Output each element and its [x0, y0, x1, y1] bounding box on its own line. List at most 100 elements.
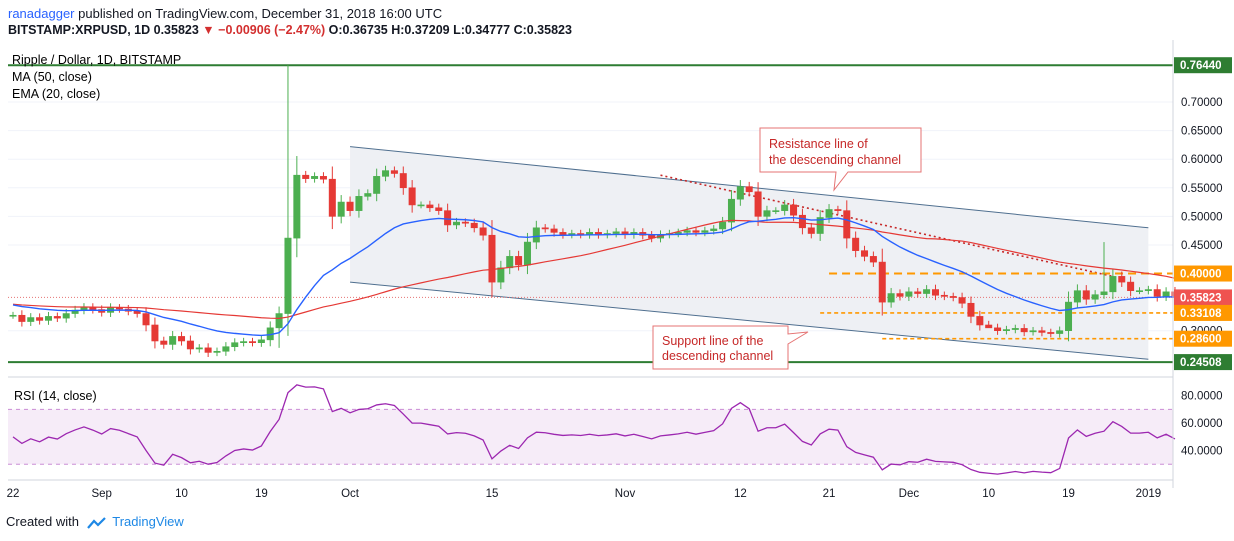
time-tick-label: 21: [823, 488, 836, 500]
tradingview-logo-icon: [86, 516, 106, 529]
candle-body: [470, 222, 478, 229]
time-tick-label: 19: [1062, 488, 1075, 500]
candle-body: [949, 296, 957, 298]
tradingview-brand[interactable]: TradingView: [112, 514, 184, 529]
candle-body: [710, 228, 718, 231]
price-label-text: 0.33108: [1180, 308, 1222, 320]
candle-body: [1073, 290, 1081, 303]
symbol-line: BITSTAMP:XRPUSD, 1D 0.35823 ▼ −0.00906 (…: [8, 23, 572, 37]
candle-body: [976, 316, 984, 326]
candle-body: [683, 230, 691, 233]
candle-body: [452, 221, 460, 226]
rsi-tick-label: 40.0000: [1181, 446, 1223, 458]
candle-body: [692, 230, 700, 233]
rsi-tick-label: 80.0000: [1181, 391, 1223, 403]
ohlc-close: C:0.35823: [513, 23, 572, 37]
candle-body: [887, 293, 895, 303]
candle-body: [1127, 281, 1135, 291]
author-link[interactable]: ranadagger: [8, 6, 75, 21]
annotation-text-line2: descending channel: [662, 349, 773, 363]
price-tick-label: 0.60000: [1181, 154, 1223, 166]
time-tick-label: Oct: [341, 488, 360, 500]
candle-body: [727, 198, 735, 223]
publish-info: published on TradingView.com, December 3…: [78, 6, 443, 21]
candle-body: [1135, 290, 1143, 292]
candle-body: [1020, 328, 1028, 333]
candle-body: [231, 342, 239, 348]
legend: Ripple / Dollar, 1D, BITSTAMP MA (50, cl…: [12, 53, 181, 101]
candle-body: [896, 293, 904, 297]
price-label-box: [1174, 265, 1232, 282]
ohlc-open: O:0.36735: [328, 23, 388, 37]
candle-body: [275, 313, 283, 329]
candle-body: [772, 210, 780, 212]
candle-body: [18, 314, 26, 322]
candle-body: [417, 204, 425, 207]
candle-body: [869, 256, 877, 263]
candle-body: [169, 336, 177, 345]
candle-body: [1118, 276, 1126, 283]
candle-body: [382, 170, 390, 177]
candle-body: [958, 297, 966, 304]
candle-body: [133, 310, 141, 314]
candle-body: [967, 302, 975, 317]
candle-body: [985, 324, 993, 329]
candle-body: [293, 174, 301, 239]
candle-body: [364, 193, 372, 197]
candle-body: [355, 196, 363, 211]
candle-body: [1109, 276, 1117, 293]
candle-body: [1047, 332, 1055, 334]
candle-body: [541, 227, 549, 230]
annotation-text-line1: Support line of the: [662, 334, 764, 348]
candle-body: [178, 336, 186, 342]
candle-body: [736, 186, 744, 200]
rsi-band: [8, 409, 1173, 465]
candle-body: [843, 210, 851, 239]
candle-body: [506, 256, 514, 269]
rsi-axis: 80.0000 60.0000 40.0000: [1181, 391, 1223, 458]
price-label-box: [1174, 330, 1232, 347]
price-label-text: 0.40000: [1180, 269, 1222, 281]
candle-body: [302, 174, 310, 179]
candle-body: [1056, 330, 1064, 334]
annotation-box: [759, 127, 922, 192]
legend-title: Ripple / Dollar, 1D, BITSTAMP: [12, 53, 181, 67]
candle-body: [1002, 329, 1010, 331]
candle-body: [798, 214, 806, 229]
candle-body: [878, 261, 886, 303]
candle-body: [248, 341, 256, 344]
candle-body: [36, 317, 44, 321]
candle-body: [1065, 301, 1073, 331]
candle-body: [1100, 291, 1108, 295]
annotation-box: [652, 325, 809, 370]
candle-body: [523, 241, 531, 266]
candle-body: [1091, 294, 1099, 300]
candle-body: [914, 291, 922, 294]
candle-body: [284, 237, 292, 314]
candle-body: [399, 173, 407, 189]
price-label-box: [1174, 57, 1232, 74]
candle-body: [426, 204, 434, 209]
price-labels: 0.76440 0.40000 0.35823 0.33108 0.28600 0.245…: [1174, 57, 1232, 371]
price-tick-label: 0.50000: [1181, 211, 1223, 223]
candle-body: [719, 221, 727, 230]
publish-line: ranadagger published on TradingView.com,…: [8, 6, 442, 21]
candle-body: [940, 294, 948, 297]
legend-ema: EMA (20, close): [12, 87, 100, 101]
resistance-annotation: Resistance line of the descending channe…: [759, 127, 922, 192]
time-axis[interactable]: 22 Sep 10 19 Oct 15 Nov 12 21 Dec 10 19 2019: [7, 479, 1173, 500]
candle-body: [160, 340, 168, 345]
price-tick-label: 0.45000: [1181, 240, 1223, 252]
candle-body: [240, 341, 248, 344]
candle-body: [328, 178, 336, 217]
price-chart[interactable]: Ripple / Dollar, 1D, BITSTAMP MA (50, cl…: [0, 40, 1234, 512]
price-label-box: [1174, 289, 1232, 306]
candle-body: [994, 327, 1002, 331]
candle-body: [790, 204, 798, 216]
candle-body: [497, 267, 505, 283]
price-tick-label: 0.65000: [1181, 126, 1223, 138]
time-tick-label: 10: [175, 488, 188, 500]
candle-body: [257, 339, 265, 344]
horizontal-levels: [8, 64, 1173, 364]
candle-body: [852, 237, 860, 251]
